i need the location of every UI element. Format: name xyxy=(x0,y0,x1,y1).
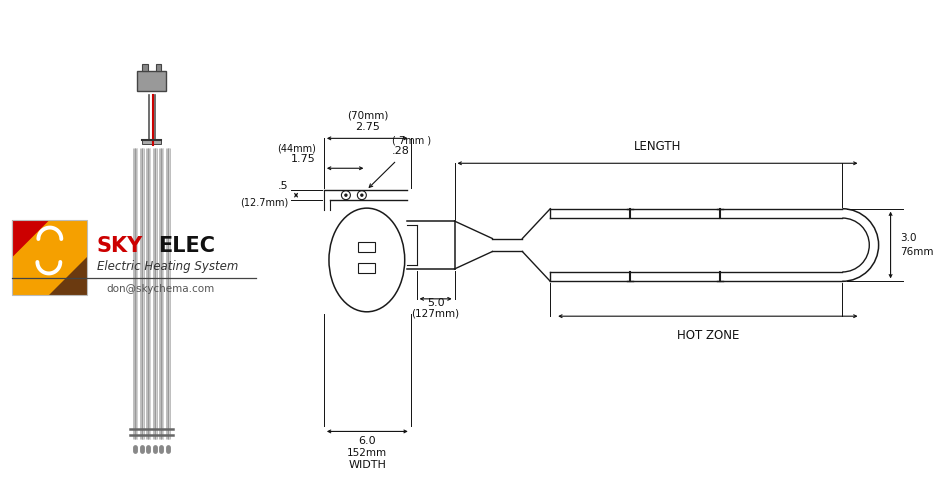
Bar xyxy=(12,220,86,295)
Text: don@skychema.com: don@skychema.com xyxy=(106,284,215,294)
Circle shape xyxy=(361,194,363,196)
Text: 5.0: 5.0 xyxy=(427,298,445,308)
Text: LENGTH: LENGTH xyxy=(634,140,682,153)
Bar xyxy=(155,64,162,70)
Text: 76mm: 76mm xyxy=(901,247,934,257)
Circle shape xyxy=(345,194,347,196)
Text: .28: .28 xyxy=(392,146,410,156)
Text: (70mm): (70mm) xyxy=(347,110,388,120)
Text: 1.75: 1.75 xyxy=(291,154,316,164)
Bar xyxy=(358,242,375,252)
Text: (127mm): (127mm) xyxy=(412,309,460,319)
Polygon shape xyxy=(12,220,49,258)
Text: Electric Heating System: Electric Heating System xyxy=(97,260,238,273)
Text: ( 7mm ): ( 7mm ) xyxy=(392,136,431,145)
Text: SKY: SKY xyxy=(97,236,143,256)
Bar xyxy=(12,220,86,295)
Text: HOT ZONE: HOT ZONE xyxy=(677,329,739,342)
Text: 3.0: 3.0 xyxy=(901,233,917,243)
Bar xyxy=(136,70,166,90)
Text: ELEC: ELEC xyxy=(159,236,215,256)
Text: 2.75: 2.75 xyxy=(355,122,380,132)
Text: 6.0: 6.0 xyxy=(358,436,376,446)
Bar xyxy=(358,263,375,273)
Bar xyxy=(142,64,148,70)
Text: (12.7mm): (12.7mm) xyxy=(240,197,288,207)
Text: WIDTH: WIDTH xyxy=(349,460,386,470)
Text: .5: .5 xyxy=(277,181,288,191)
Text: 152mm: 152mm xyxy=(347,448,387,458)
Bar xyxy=(142,140,162,144)
Text: (44mm): (44mm) xyxy=(277,144,316,154)
Polygon shape xyxy=(49,258,86,295)
